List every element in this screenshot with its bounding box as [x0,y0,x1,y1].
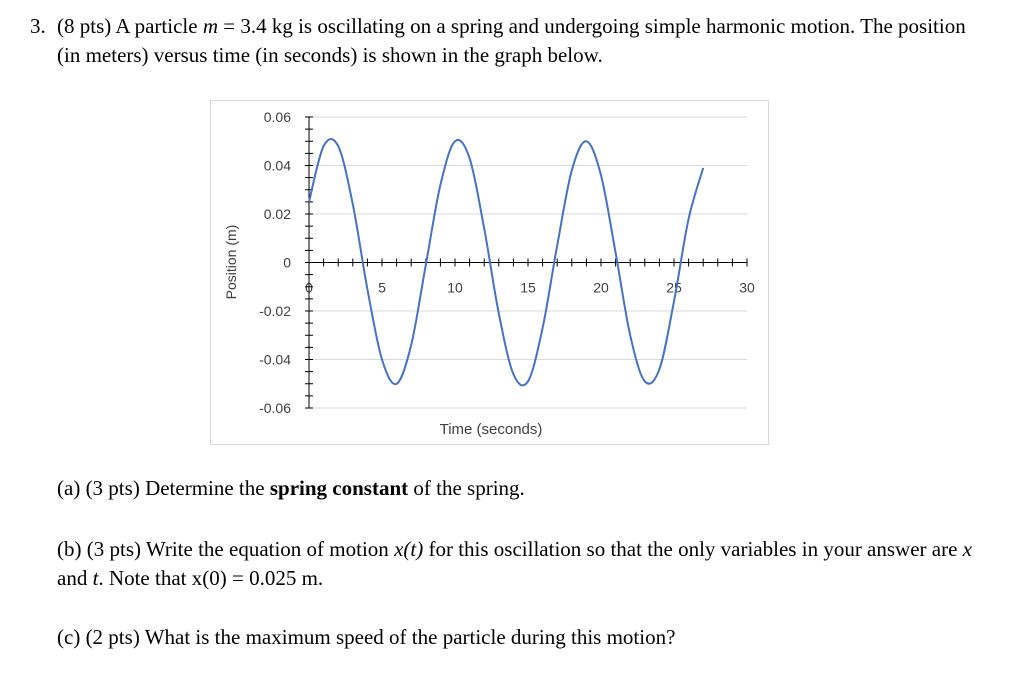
part-c-label: (c) [57,625,81,649]
y-axis-label: Position (m) [223,225,239,300]
part-a-points: (3 pts) [85,476,140,500]
mass-value: = 3.4 kg [223,14,293,38]
part-a-text: Determine the [145,476,265,500]
part-a-text-end: of the spring. [413,476,525,500]
problem-statement: 3. (8 pts) A particle m = 3.4 kg is osci… [30,12,990,70]
y-tick-label: -0.06 [259,400,291,416]
part-b-text-1: Write the equation of motion [145,537,389,561]
part-b-var-t: t [92,566,99,590]
position-curve [308,137,705,387]
mass-variable: m [202,14,218,38]
part-a-bold: spring constant [269,476,409,500]
part-b-function: x(t) [394,537,424,561]
y-tick-label: 0 [283,255,291,271]
x-tick-label: 15 [520,280,536,296]
x-tick-label: 20 [593,280,609,296]
x-tick-label: 25 [666,280,682,296]
axes [305,116,748,409]
y-tick-labels: 0.06 0.04 0.02 0 -0.02 -0.04 -0.06 [259,109,291,416]
chart-border [210,100,769,445]
part-a: (a) (3 pts) Determine the spring constan… [57,474,997,503]
part-b-text-2: for this oscillation so that the only va… [428,537,958,561]
x-axis-label: Time (seconds) [440,421,543,438]
part-b-label: (b) [57,537,82,561]
part-b-initial: x(0) [191,566,227,590]
part-c-points: (2 pts) [85,625,140,649]
intro-text-cont: is oscillating on a spring and undergoin… [57,14,966,67]
y-tick-label: 0.02 [264,206,291,222]
x-tick-label: 30 [739,280,755,296]
problem-points: (8 pts) [57,14,112,38]
part-b-text-3: . Note that [98,566,187,590]
part-b: (b) (3 pts) Write the equation of motion… [57,535,997,593]
y-tick-label: 0.04 [264,158,291,174]
intro-text: A particle [115,14,198,38]
problem-number: 3. [30,14,46,38]
part-b-var-x: x [962,537,972,561]
part-b-initial-value: = 0.025 m. [231,566,324,590]
x-tick-label: 10 [447,280,463,296]
x-tick-label: 5 [378,280,386,296]
part-c: (c) (2 pts) What is the maximum speed of… [57,623,997,652]
y-tick-label: -0.02 [259,303,291,319]
position-time-chart: 0.06 0.04 0.02 0 -0.02 -0.04 -0.06 0 5 10 15 20 25 3… [210,100,769,445]
part-b-points: (3 pts) [86,537,141,561]
problem-body: (8 pts) A particle m = 3.4 kg is oscilla… [30,12,990,70]
y-tick-label: 0.06 [264,109,291,125]
part-b-and: and [57,566,88,590]
y-tick-label: -0.04 [259,352,291,368]
part-a-label: (a) [57,476,81,500]
part-c-text: What is the maximum speed of the particl… [144,625,676,649]
